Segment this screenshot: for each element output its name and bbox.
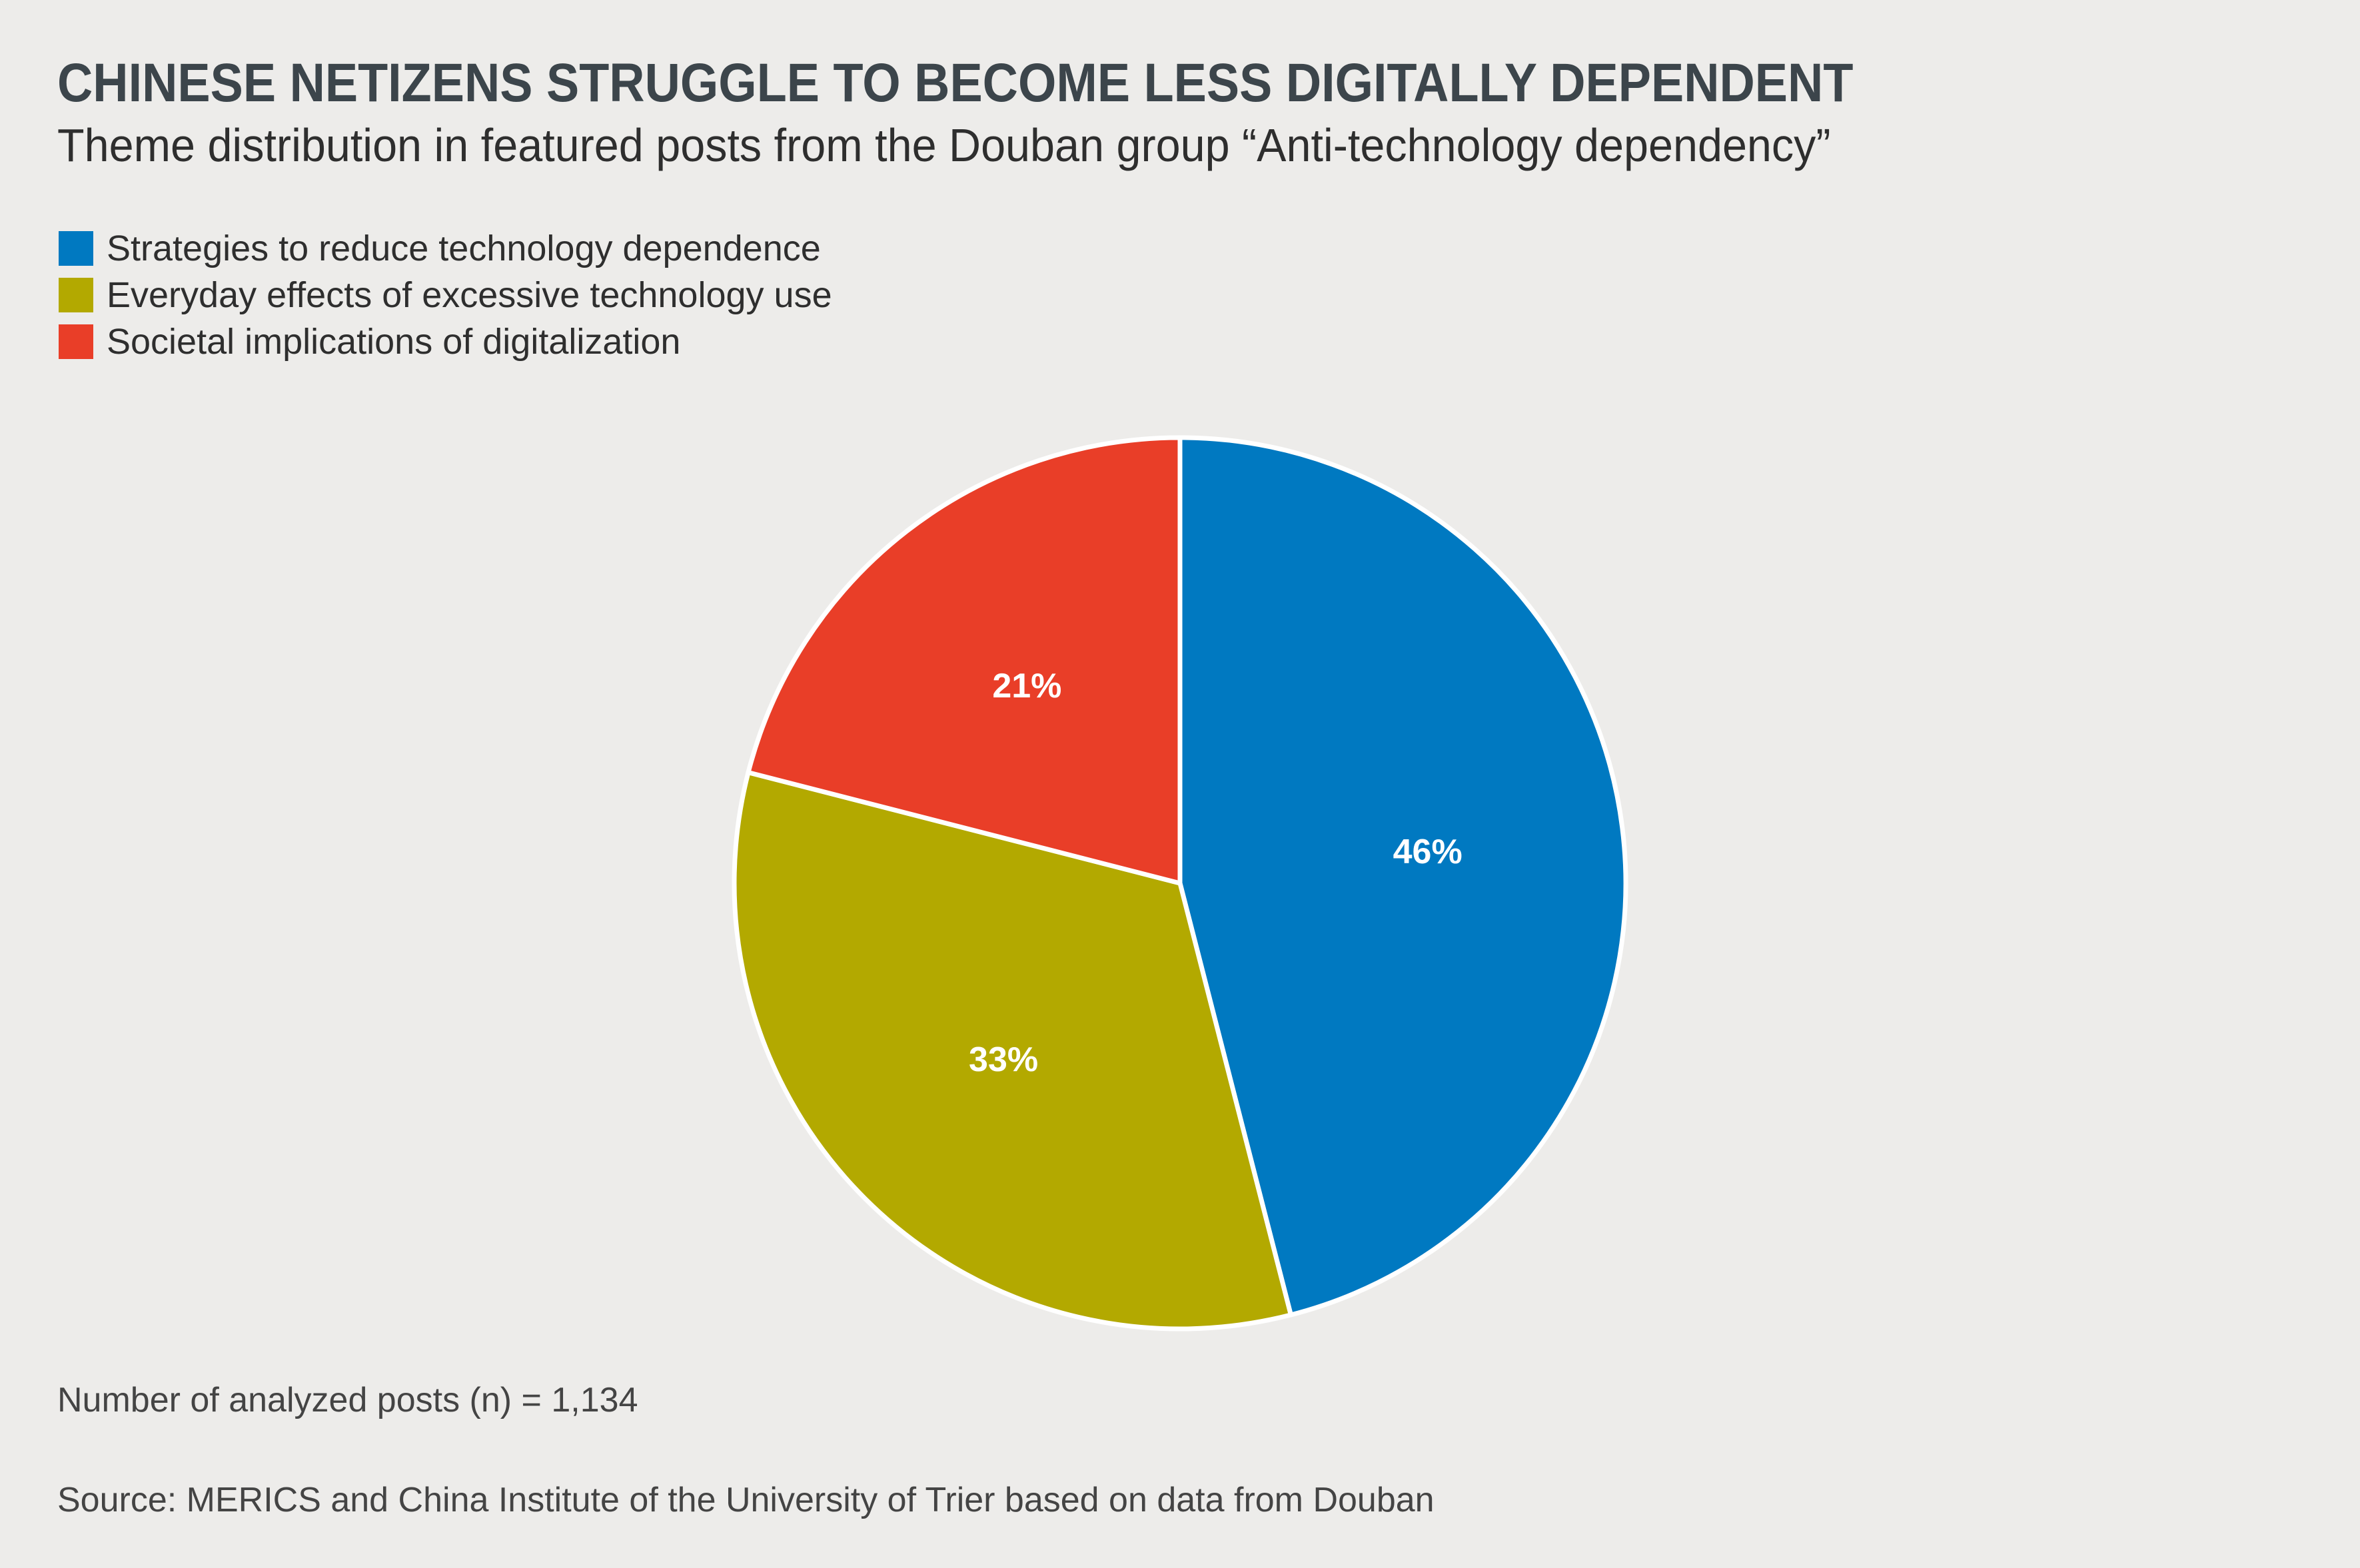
chart-subtitle: Theme distribution in featured posts fro… (57, 119, 1831, 171)
legend-label: Societal implications of digitalization (107, 322, 681, 362)
legend-item: Societal implications of digitalization (59, 318, 832, 365)
legend-swatch (59, 231, 93, 266)
data-label: 21% (992, 667, 1061, 705)
legend-item: Everyday effects of excessive technology… (59, 272, 832, 318)
legend-swatch (59, 278, 93, 312)
pie-slice (732, 770, 1293, 1332)
pie-slice (746, 435, 1183, 886)
chart-title: CHINESE NETIZENS STRUGGLE TO BECOME LESS… (57, 53, 1854, 113)
legend-swatch (59, 324, 93, 359)
legend-label: Everyday effects of excessive technology… (107, 275, 832, 315)
data-label: 33% (969, 1040, 1038, 1079)
legend: Strategies to reduce technology dependen… (59, 225, 832, 365)
data-label: 46% (1393, 833, 1463, 871)
source-note: Source: MERICS and China Institute of th… (57, 1481, 1435, 1519)
sample-size-note: Number of analyzed posts (n) = 1,134 (57, 1381, 638, 1419)
legend-item: Strategies to reduce technology dependen… (59, 225, 832, 272)
pie-slice (1177, 435, 1628, 1318)
legend-label: Strategies to reduce technology dependen… (107, 228, 821, 268)
